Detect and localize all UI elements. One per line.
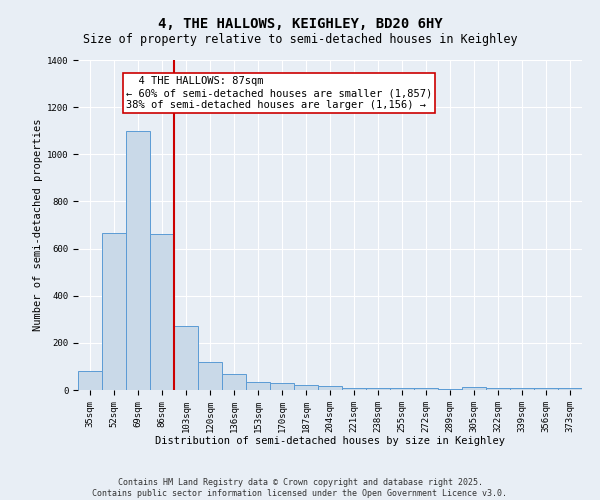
Y-axis label: Number of semi-detached properties: Number of semi-detached properties [32, 118, 43, 331]
Bar [510, 388, 534, 390]
Bar [414, 388, 438, 390]
Text: 4 THE HALLOWS: 87sqm  
← 60% of semi-detached houses are smaller (1,857)
38% of : 4 THE HALLOWS: 87sqm ← 60% of semi-detac… [126, 76, 432, 110]
Bar [246, 382, 270, 390]
Bar [102, 233, 126, 390]
Text: Contains HM Land Registry data © Crown copyright and database right 2025.
Contai: Contains HM Land Registry data © Crown c… [92, 478, 508, 498]
Bar [558, 388, 582, 390]
Bar [342, 388, 366, 390]
Bar [438, 389, 462, 390]
Bar [462, 387, 486, 390]
X-axis label: Distribution of semi-detached houses by size in Keighley: Distribution of semi-detached houses by … [155, 436, 505, 446]
Bar [486, 388, 510, 390]
Bar [174, 326, 198, 390]
Bar [270, 383, 294, 390]
Bar [366, 388, 390, 390]
Text: Size of property relative to semi-detached houses in Keighley: Size of property relative to semi-detach… [83, 32, 517, 46]
Bar [150, 234, 174, 390]
Text: 4, THE HALLOWS, KEIGHLEY, BD20 6HY: 4, THE HALLOWS, KEIGHLEY, BD20 6HY [158, 18, 442, 32]
Bar [126, 130, 150, 390]
Bar [534, 388, 558, 390]
Bar [294, 386, 318, 390]
Bar [318, 386, 342, 390]
Bar [78, 371, 102, 390]
Bar [390, 388, 414, 390]
Bar [222, 374, 246, 390]
Bar [198, 362, 222, 390]
